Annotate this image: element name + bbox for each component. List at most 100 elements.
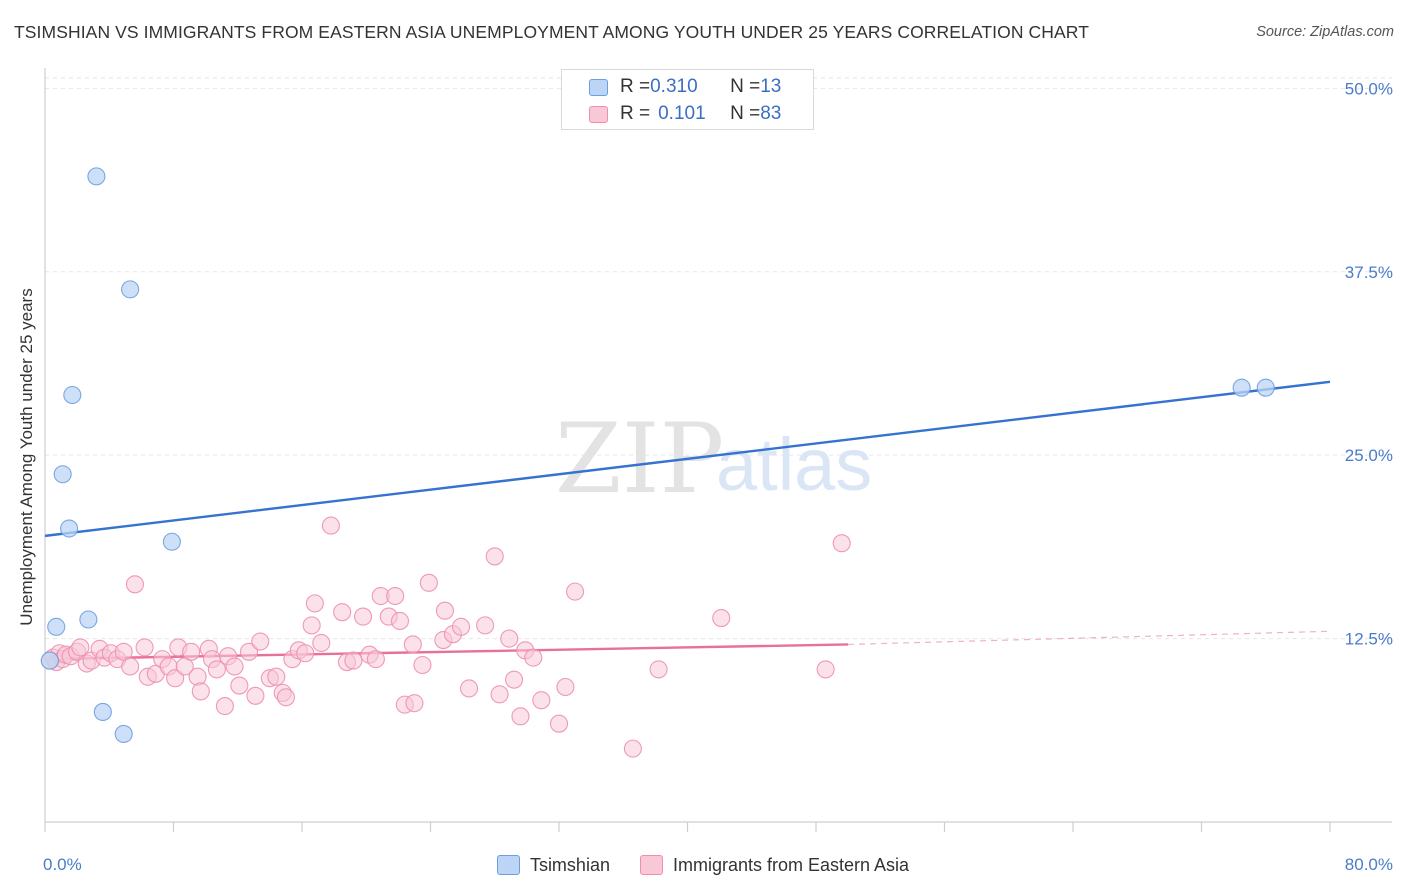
series-legend-label: Immigrants from Eastern Asia [672, 854, 910, 875]
eastern-asia-point [296, 644, 315, 663]
eastern-asia-point [435, 601, 455, 620]
eastern-asia-point [403, 635, 422, 654]
eastern-asia-point [251, 632, 270, 651]
series-swatch-eastern-asia [639, 855, 663, 875]
eastern-asia-point [207, 660, 226, 679]
x-tick-label-min: 0.0% [43, 855, 82, 874]
series-legend: Tsimshian Immigrants from Eastern Asia [0, 852, 1406, 878]
eastern-asia-point [490, 685, 509, 704]
tsimshian-point [60, 519, 79, 538]
eastern-asia-point [500, 629, 519, 648]
eastern-asia-point [549, 714, 569, 733]
eastern-asia-point [649, 660, 668, 679]
series-legend-tsimshian[interactable]: Tsimshian [496, 854, 610, 876]
series-legend-eastern-asia[interactable]: Immigrants from Eastern Asia [639, 854, 910, 876]
eastern-asia-point [451, 617, 471, 636]
grid-lines [45, 77, 1392, 640]
source-label: Source: ZipAtlas.com [1256, 24, 1394, 40]
eastern-asia-point [321, 516, 340, 535]
watermark-atlas: atlas [716, 423, 872, 506]
tsimshian-point [47, 617, 66, 636]
y-tick-label: 37.5% [1345, 263, 1393, 282]
tsimshian-point [87, 167, 106, 186]
watermark-zip: ZIP [555, 403, 724, 515]
eastern-asia-point [333, 603, 352, 622]
eastern-asia-point [312, 633, 331, 653]
eastern-asia-point [305, 594, 324, 613]
correlation-legend: R = 0.310 N = 13 R = 0.101 N = 83 [561, 69, 814, 130]
legend-n-value: 83 [760, 103, 782, 124]
tsimshian-point [162, 532, 181, 551]
legend-n-value: 13 [760, 76, 782, 97]
eastern-asia-point [366, 650, 385, 669]
x-tick-label-max: 80.0% [1345, 855, 1393, 874]
eastern-asia-point [191, 682, 210, 701]
eastern-asia-point [511, 707, 530, 726]
tsimshian-point [53, 465, 72, 484]
tick-labels: 12.5% 25.0% 37.5% 50.0% 0.0% 80.0% [43, 79, 1393, 874]
eastern-asia-point [166, 669, 185, 688]
series-legend-label: Tsimshian [529, 854, 610, 875]
tsimshian-point [63, 385, 82, 405]
eastern-asia-point [353, 607, 373, 626]
tsimshian-point [1256, 378, 1275, 397]
eastern-asia-point [182, 642, 201, 661]
legend-r-value: 0.310 [650, 76, 698, 97]
axes [44, 68, 1392, 832]
y-tick-label: 25.0% [1345, 446, 1393, 465]
eastern-asia-point [276, 688, 295, 707]
chart-title: TSIMSHIAN VS IMMIGRANTS FROM EASTERN ASI… [14, 22, 1089, 42]
eastern-asia-point [476, 616, 495, 635]
eastern-asia-point [302, 616, 321, 635]
y-tick-label: 12.5% [1345, 630, 1393, 649]
tsimshian-point [93, 702, 112, 722]
legend-row-eastern-asia: R = 0.101 N = 83 [589, 103, 781, 125]
legend-row-tsimshian: R = 0.310 N = 13 [589, 76, 781, 98]
eastern-asia-point [556, 677, 575, 697]
eastern-asia-point [413, 655, 432, 675]
eastern-asia-point [239, 642, 259, 661]
y-tick-label: 50.0% [1345, 79, 1393, 98]
eastern-asia-point [386, 586, 405, 606]
eastern-asia-point [71, 638, 90, 657]
eastern-asia-point [125, 575, 144, 594]
eastern-asia-point [344, 651, 363, 670]
eastern-asia-point [390, 611, 410, 631]
eastern-asia-point [816, 660, 835, 679]
eastern-asia-point [832, 534, 851, 553]
eastern-asia-point [188, 667, 207, 686]
tsimshian-point [40, 651, 59, 670]
eastern-asia-point [524, 648, 543, 667]
eastern-asia-point [267, 667, 286, 686]
legend-r-key: R = [620, 76, 651, 97]
eastern-asia-point [504, 670, 524, 689]
eastern-asia-point [419, 573, 438, 592]
legend-n-key: N = [730, 76, 761, 97]
tsimshian-point [79, 610, 98, 629]
trend-line-0 [44, 380, 1331, 538]
legend-n-key: N = [730, 103, 761, 124]
series-swatch-tsimshian [496, 855, 520, 875]
legend-r-key: R = [620, 103, 651, 124]
legend-swatch-eastern-asia [589, 105, 608, 123]
tsimshian-point [1232, 378, 1251, 397]
trend-line-extension-1 [848, 630, 1331, 646]
data-points [40, 167, 1275, 758]
eastern-asia-point [246, 686, 265, 705]
eastern-asia-point [712, 608, 731, 628]
legend-r-value: 0.101 [658, 103, 706, 124]
trend-lines [44, 380, 1331, 661]
eastern-asia-point [121, 657, 140, 676]
eastern-asia-point [230, 676, 249, 695]
legend-swatch-tsimshian [589, 78, 608, 96]
eastern-asia-point [459, 679, 479, 698]
eastern-asia-point [623, 739, 642, 758]
eastern-asia-point [485, 547, 504, 566]
eastern-asia-point [566, 582, 585, 601]
eastern-asia-point [532, 691, 551, 710]
trend-line-1 [44, 643, 849, 661]
eastern-asia-point [215, 697, 234, 716]
tsimshian-point [121, 280, 140, 299]
tsimshian-point [114, 724, 133, 744]
